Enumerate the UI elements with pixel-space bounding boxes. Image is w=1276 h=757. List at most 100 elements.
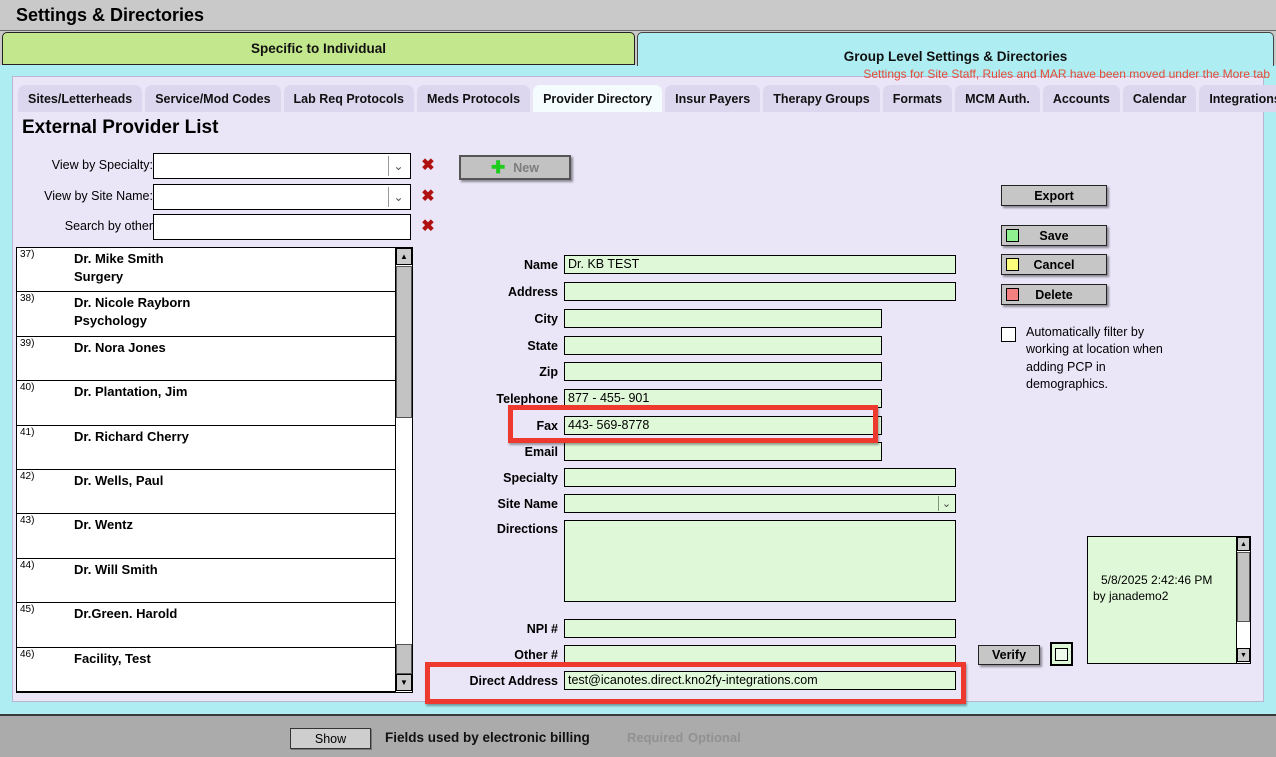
tab-calendar[interactable]: Calendar bbox=[1122, 85, 1197, 112]
verify-status-checkbox[interactable] bbox=[1050, 642, 1073, 666]
list-item[interactable]: 46) Facility, Test bbox=[17, 648, 396, 692]
scroll-up-icon[interactable]: ▲ bbox=[396, 248, 412, 265]
search-by-other-input[interactable] bbox=[153, 214, 411, 240]
tab-sites-letterheads[interactable]: Sites/Letterheads bbox=[18, 85, 143, 112]
form-row-email: Email bbox=[436, 442, 882, 461]
view-by-site-name-label: View by Site Name: bbox=[44, 189, 153, 203]
form-row-telephone: Telephone 877 - 455- 901 bbox=[436, 389, 882, 408]
form-row-other-number: Other # bbox=[436, 645, 956, 664]
email-field[interactable] bbox=[564, 442, 882, 461]
verify-button[interactable]: Verify bbox=[978, 645, 1040, 665]
cancel-yellow-swatch-icon bbox=[1006, 258, 1019, 271]
audit-timestamp: 5/8/2025 2:42:46 PM bbox=[1101, 573, 1213, 587]
tab-specific-to-individual[interactable]: Specific to Individual bbox=[2, 32, 635, 65]
cancel-button[interactable]: Cancel bbox=[1001, 254, 1107, 275]
tab-insur-payers[interactable]: Insur Payers bbox=[665, 85, 761, 112]
tab-group-level-settings[interactable]: Group Level Settings & Directories bbox=[637, 32, 1274, 66]
form-row-npi: NPI # bbox=[436, 619, 956, 638]
direct-address-field[interactable]: test@icanotes.direct.kno2fy-integrations… bbox=[564, 671, 956, 690]
scrollbar-thumb-lower[interactable] bbox=[396, 644, 412, 674]
list-item[interactable]: 38) Dr. Nicole Rayborn Psychology bbox=[17, 292, 396, 337]
form-row-direct-address: Direct Address test@icanotes.direct.kno2… bbox=[436, 671, 956, 690]
settings-tab-bar: Sites/Letterheads Service/Mod Codes Lab … bbox=[18, 85, 1276, 112]
tab-meds-protocols[interactable]: Meds Protocols bbox=[416, 85, 531, 112]
list-item[interactable]: 42) Dr. Wells, Paul bbox=[17, 470, 396, 515]
form-row-fax: Fax 443- 569-8778 bbox=[436, 416, 882, 435]
scrollbar-thumb[interactable] bbox=[396, 266, 412, 418]
title-bar: Settings & Directories bbox=[0, 0, 1276, 31]
tab-mcm-auth[interactable]: MCM Auth. bbox=[955, 85, 1040, 112]
tab-accounts[interactable]: Accounts bbox=[1042, 85, 1120, 112]
page-title: Settings & Directories bbox=[16, 5, 205, 25]
address-field[interactable] bbox=[564, 282, 956, 301]
form-row-zip: Zip bbox=[436, 362, 882, 381]
specialty-field[interactable] bbox=[564, 468, 956, 487]
audit-log-box: 5/8/2025 2:42:46 PM by janademo2 ▲ ▼ bbox=[1087, 536, 1251, 664]
tab-therapy-groups[interactable]: Therapy Groups bbox=[763, 85, 880, 112]
directions-field[interactable] bbox=[564, 520, 956, 602]
list-item[interactable]: 44) Dr. Will Smith bbox=[17, 559, 396, 604]
form-row-address: Address bbox=[436, 282, 956, 301]
chevron-down-icon[interactable]: ⌄ bbox=[938, 496, 954, 511]
provider-directory-panel: Sites/Letterheads Service/Mod Codes Lab … bbox=[12, 76, 1276, 704]
list-item[interactable]: 37) Dr. Mike Smith Surgery bbox=[17, 248, 396, 293]
list-item[interactable]: 43) Dr. Wentz bbox=[17, 514, 396, 559]
list-item[interactable]: 41) Dr. Richard Cherry bbox=[17, 426, 396, 470]
list-item[interactable]: 45) Dr.Green. Harold bbox=[17, 603, 396, 648]
form-row-city: City bbox=[436, 309, 882, 328]
clear-search-icon[interactable]: ✖ bbox=[421, 218, 435, 235]
audit-scrollbar[interactable]: ▲ ▼ bbox=[1236, 537, 1250, 663]
form-row-name: Name Dr. KB TEST bbox=[436, 255, 956, 274]
telephone-field[interactable]: 877 - 455- 901 bbox=[564, 389, 882, 408]
required-legend-label: Required bbox=[627, 730, 684, 745]
fax-field[interactable]: 443- 569-8778 bbox=[564, 416, 882, 435]
other-number-field[interactable] bbox=[564, 645, 956, 664]
tab-lab-req-protocols[interactable]: Lab Req Protocols bbox=[283, 85, 414, 112]
audit-user: by janademo2 bbox=[1093, 588, 1169, 603]
scroll-up-icon[interactable]: ▲ bbox=[1237, 537, 1250, 551]
view-by-specialty-select[interactable]: ⌄ bbox=[153, 153, 411, 179]
clear-specialty-filter-icon[interactable]: ✖ bbox=[421, 157, 435, 174]
delete-red-swatch-icon bbox=[1006, 288, 1019, 301]
delete-button[interactable]: Delete bbox=[1001, 284, 1107, 305]
tab-service-mod-codes[interactable]: Service/Mod Codes bbox=[145, 85, 281, 112]
view-by-site-name-select[interactable]: ⌄ bbox=[153, 184, 411, 210]
save-button[interactable]: Save bbox=[1001, 225, 1107, 246]
form-row-site-name: Site Name ⌄ bbox=[436, 494, 956, 513]
auto-filter-checkbox-label: Automatically filter by working at locat… bbox=[1026, 325, 1163, 391]
provider-list: 37) Dr. Mike Smith Surgery 38) Dr. Nicole R… bbox=[16, 247, 413, 693]
search-by-other-label: Search by other bbox=[64, 219, 153, 233]
auto-filter-checkbox[interactable] bbox=[1001, 327, 1016, 342]
tab-group-level-settings-label: Group Level Settings & Directories bbox=[843, 49, 1068, 64]
state-field[interactable] bbox=[564, 336, 882, 355]
chevron-down-icon[interactable]: ⌄ bbox=[388, 187, 408, 207]
form-row-directions: Directions bbox=[436, 520, 956, 602]
scroll-down-icon[interactable]: ▼ bbox=[1237, 648, 1250, 662]
city-field[interactable] bbox=[564, 309, 882, 328]
new-provider-button[interactable]: ✚ New bbox=[459, 155, 571, 180]
zip-field[interactable] bbox=[564, 362, 882, 381]
show-billing-fields-button[interactable]: Show bbox=[290, 728, 371, 749]
footer-bar: Show Fields used by electronic billing R… bbox=[0, 714, 1276, 757]
provider-list-scrollbar[interactable]: ▲ ▼ bbox=[395, 248, 412, 692]
site-name-select[interactable]: ⌄ bbox=[564, 494, 956, 513]
npi-field[interactable] bbox=[564, 619, 956, 638]
chevron-down-icon[interactable]: ⌄ bbox=[388, 156, 408, 176]
billing-fields-label: Fields used by electronic billing bbox=[385, 730, 590, 745]
list-item[interactable]: 40) Dr. Plantation, Jim bbox=[17, 381, 396, 426]
tab-formats[interactable]: Formats bbox=[882, 85, 953, 112]
tab-integrations[interactable]: Integrations bbox=[1199, 85, 1276, 112]
tab-provider-directory[interactable]: Provider Directory bbox=[533, 85, 663, 112]
clear-site-name-filter-icon[interactable]: ✖ bbox=[421, 188, 435, 205]
tab-specific-to-individual-label: Specific to Individual bbox=[250, 41, 387, 56]
scroll-down-icon[interactable]: ▼ bbox=[396, 674, 412, 691]
audit-log-text: 5/8/2025 2:42:46 PM by janademo2 bbox=[1093, 573, 1231, 604]
optional-legend-label: Optional bbox=[688, 730, 741, 745]
export-button[interactable]: Export bbox=[1001, 185, 1107, 206]
form-row-state: State bbox=[436, 336, 882, 355]
scrollbar-thumb[interactable] bbox=[1237, 552, 1250, 622]
form-row-specialty: Specialty bbox=[436, 468, 956, 487]
name-field[interactable]: Dr. KB TEST bbox=[564, 255, 956, 274]
list-item[interactable]: 39) Dr. Nora Jones bbox=[17, 337, 396, 382]
